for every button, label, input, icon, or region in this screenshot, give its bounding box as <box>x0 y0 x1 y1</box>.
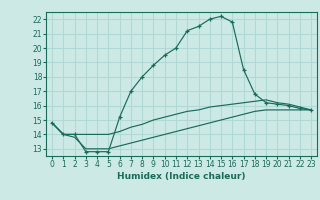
X-axis label: Humidex (Indice chaleur): Humidex (Indice chaleur) <box>117 172 246 181</box>
